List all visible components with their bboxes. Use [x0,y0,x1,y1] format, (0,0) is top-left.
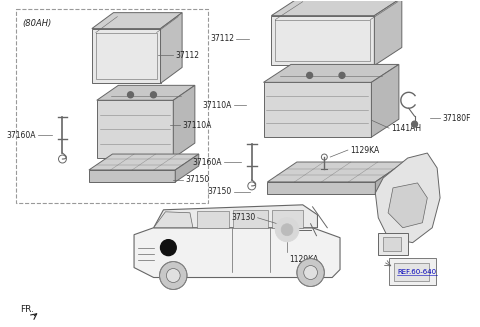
Circle shape [281,224,293,236]
Polygon shape [173,85,195,158]
Text: 37180F: 37180F [442,114,470,123]
Polygon shape [154,205,317,228]
Circle shape [167,268,180,283]
Polygon shape [374,0,402,65]
Circle shape [297,259,324,286]
Text: FR.: FR. [20,305,34,314]
Text: 37160A: 37160A [6,130,36,140]
Polygon shape [89,154,199,170]
Text: 37110A: 37110A [203,101,232,110]
Polygon shape [97,85,195,100]
Polygon shape [271,0,402,16]
Bar [272,210,303,228]
Polygon shape [92,13,182,28]
Polygon shape [271,16,374,65]
Text: 37112: 37112 [210,34,234,43]
Polygon shape [372,64,399,137]
Text: REF.60-640: REF.60-640 [397,268,436,275]
Polygon shape [160,13,182,83]
Circle shape [128,92,133,98]
Polygon shape [175,154,199,182]
Circle shape [159,262,187,289]
Text: 37130: 37130 [231,213,256,222]
Polygon shape [134,228,340,278]
Polygon shape [264,82,372,137]
Bar [389,258,436,285]
Text: 1141AH: 1141AH [391,124,421,133]
Polygon shape [92,28,160,83]
Circle shape [276,218,299,242]
Text: 37110A: 37110A [182,121,212,130]
Polygon shape [264,64,399,82]
Text: 37112: 37112 [175,51,199,60]
Text: 1129KA: 1129KA [289,255,318,264]
Polygon shape [89,170,175,182]
Text: 37150: 37150 [185,175,209,184]
Bar [197,211,229,228]
Text: 1129KA: 1129KA [350,146,379,155]
Text: 37160A: 37160A [193,158,222,166]
Circle shape [339,72,345,78]
Polygon shape [154,212,193,228]
Circle shape [307,72,312,78]
Polygon shape [388,183,427,228]
Bar [383,237,401,250]
Bar [16,9,208,203]
Polygon shape [375,153,440,243]
Circle shape [151,92,156,98]
Bar [378,233,408,255]
Bar [233,210,268,228]
Circle shape [412,121,418,127]
Text: (80AH): (80AH) [22,19,51,27]
Text: 37150: 37150 [208,187,232,197]
Polygon shape [375,162,405,194]
Polygon shape [97,100,173,158]
Bar [394,263,429,281]
Circle shape [304,266,317,280]
Polygon shape [267,162,405,182]
Circle shape [160,240,176,256]
Polygon shape [267,182,375,194]
